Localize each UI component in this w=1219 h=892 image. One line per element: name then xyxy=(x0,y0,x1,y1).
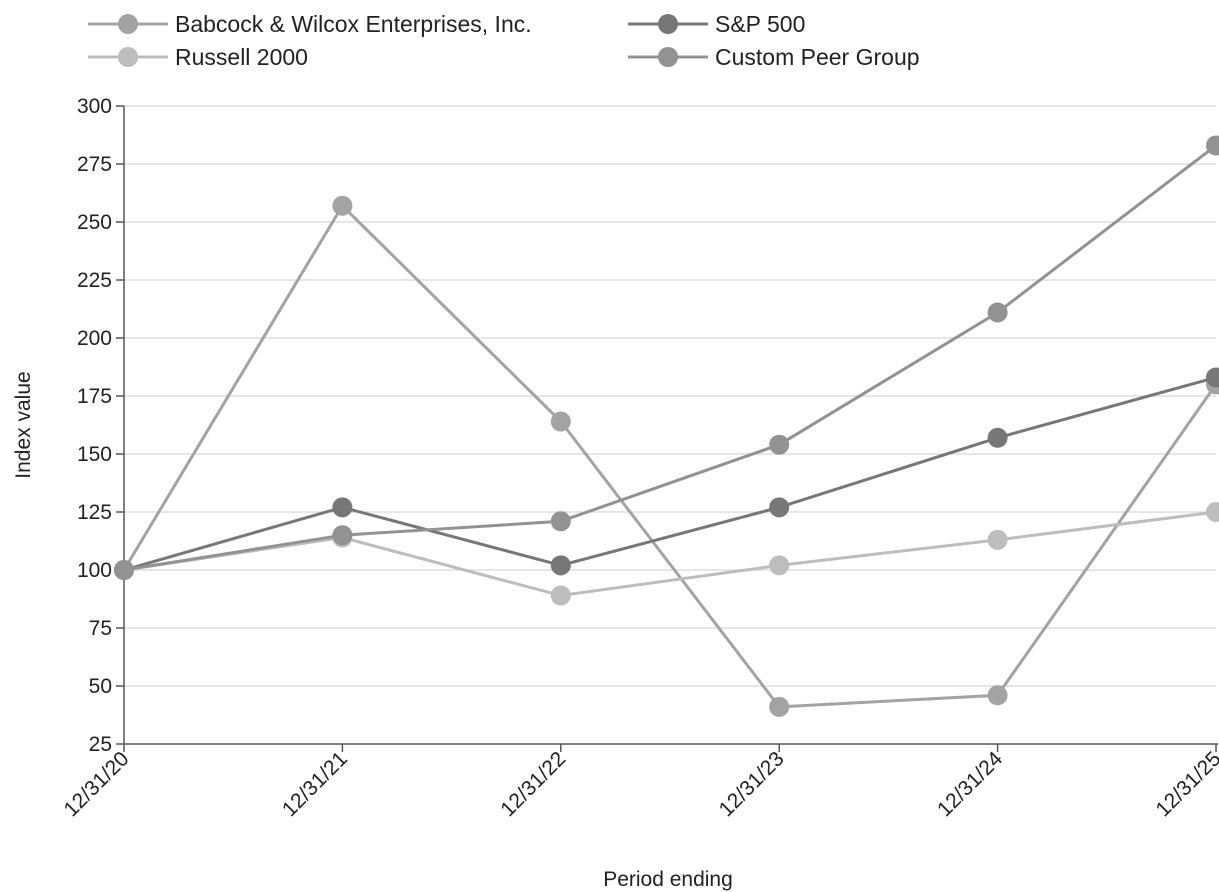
x-axis-label: Period ending xyxy=(603,868,733,891)
series-line xyxy=(123,510,1217,598)
data-point xyxy=(769,434,790,455)
data-point xyxy=(987,685,1008,706)
data-point xyxy=(769,555,790,576)
data-point xyxy=(987,427,1008,448)
legend: Babcock & Wilcox Enterprises, Inc. S&P 50… xyxy=(88,11,920,70)
legend-label: Custom Peer Group xyxy=(715,44,920,70)
data-point xyxy=(332,525,353,546)
x-tick-label: 12/31/22 xyxy=(496,747,570,821)
gridlines xyxy=(124,105,1216,687)
series-2 xyxy=(114,502,1219,606)
series-line xyxy=(122,203,1218,709)
series-0 xyxy=(114,195,1219,717)
series-line xyxy=(123,144,1217,572)
series-line xyxy=(123,375,1217,572)
y-tick-label: 300 xyxy=(77,95,112,118)
x-tick-label: 12/31/24 xyxy=(933,747,1007,821)
legend-item: Custom Peer Group xyxy=(628,44,920,70)
legend-label: Babcock & Wilcox Enterprises, Inc. xyxy=(175,11,532,37)
x-tick-label: 12/31/20 xyxy=(59,747,133,821)
legend-label: S&P 500 xyxy=(715,11,805,37)
data-point xyxy=(1206,135,1219,156)
y-axis-label: Index value xyxy=(12,371,35,478)
y-tick-label: 150 xyxy=(77,443,112,466)
y-tick-label: 125 xyxy=(77,501,112,524)
legend-label: Russell 2000 xyxy=(175,44,308,70)
data-point xyxy=(987,302,1008,323)
data-point xyxy=(332,497,353,518)
data-point xyxy=(550,411,571,432)
data-point xyxy=(769,696,790,717)
legend-marker xyxy=(658,47,678,67)
y-tick-label: 275 xyxy=(77,153,112,176)
data-point xyxy=(550,585,571,606)
data-point xyxy=(550,555,571,576)
legend-marker xyxy=(118,14,138,34)
series-group xyxy=(114,135,1219,717)
y-axis-ticks: 25 50 75 100 125 150 175 200 225 250 275 300 xyxy=(77,95,124,756)
legend-marker xyxy=(658,14,678,34)
data-point xyxy=(769,497,790,518)
data-point xyxy=(332,195,353,216)
data-point xyxy=(114,560,134,580)
y-tick-label: 250 xyxy=(77,211,112,234)
x-tick-label: 12/31/23 xyxy=(715,747,789,821)
x-tick-label: 12/31/21 xyxy=(278,747,352,821)
series-3 xyxy=(114,135,1219,580)
legend-item: S&P 500 xyxy=(628,11,805,37)
data-point xyxy=(1206,367,1219,388)
x-axis-ticks: 12/31/20 12/31/21 12/31/22 12/31/23 12/31/24… xyxy=(59,744,1219,821)
data-point xyxy=(987,529,1008,550)
data-point xyxy=(1206,502,1219,522)
y-tick-label: 100 xyxy=(77,559,112,582)
y-tick-label: 75 xyxy=(89,617,112,640)
y-tick-label: 175 xyxy=(77,385,112,408)
legend-marker xyxy=(118,47,138,67)
y-tick-label: 200 xyxy=(77,327,112,350)
x-tick-label: 12/31/25 xyxy=(1151,747,1219,821)
legend-item: Russell 2000 xyxy=(88,44,308,70)
axes xyxy=(123,106,1218,745)
legend-item: Babcock & Wilcox Enterprises, Inc. xyxy=(88,11,532,37)
y-tick-label: 25 xyxy=(89,733,112,756)
y-tick-label: 50 xyxy=(89,675,112,698)
data-point xyxy=(550,511,571,532)
y-tick-label: 225 xyxy=(77,269,112,292)
